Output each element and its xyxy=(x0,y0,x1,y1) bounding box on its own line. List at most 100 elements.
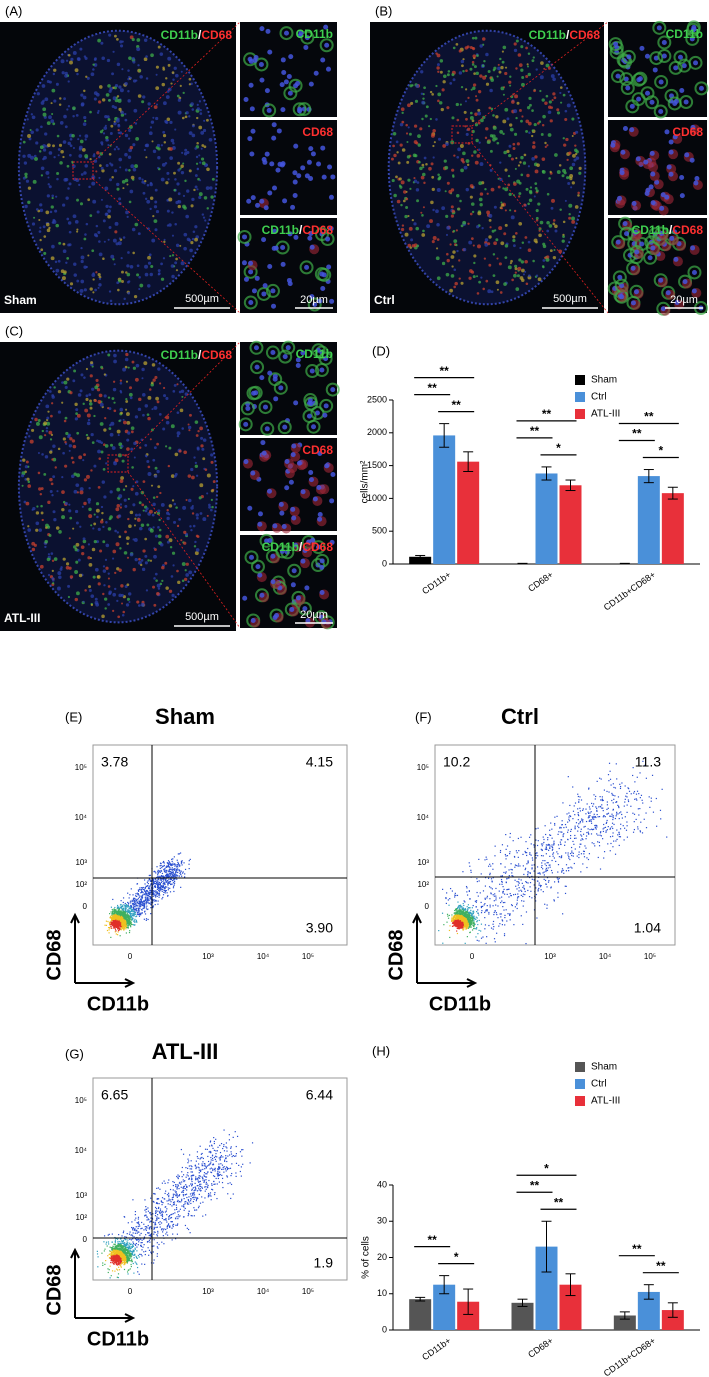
tissue-dot xyxy=(493,69,496,72)
tissue-dot xyxy=(495,115,498,118)
tissue-dot xyxy=(146,523,149,526)
tissue-dot xyxy=(509,193,512,196)
tissue-dot xyxy=(402,148,406,152)
tissue-dot xyxy=(524,260,528,264)
tissue-dot xyxy=(69,61,73,65)
tissue-dot xyxy=(199,483,203,487)
tissue-dot xyxy=(87,198,90,201)
tissue-dot xyxy=(418,143,421,146)
event-dot xyxy=(133,913,134,914)
tissue-dot xyxy=(127,557,129,559)
tissue-dot xyxy=(135,378,139,382)
tissue-dot xyxy=(144,39,147,42)
tissue-dot xyxy=(153,496,156,499)
tissue-dot xyxy=(170,82,172,84)
tissue-dot xyxy=(184,578,187,581)
tissue-dot xyxy=(86,394,89,397)
tissue-dot xyxy=(131,176,135,180)
tissue-dot xyxy=(65,178,69,182)
event-dot xyxy=(135,902,136,903)
nucleus xyxy=(658,109,663,114)
tissue-dot xyxy=(428,167,432,171)
tissue-dot xyxy=(122,187,124,189)
tissue-dot xyxy=(469,68,472,71)
nucleus xyxy=(242,260,247,265)
event-dot xyxy=(142,908,143,909)
tissue-dot xyxy=(138,276,141,279)
tissue-dot xyxy=(93,523,96,526)
tissue-dot xyxy=(105,462,107,464)
tissue-dot xyxy=(92,527,94,529)
tissue-dot xyxy=(91,388,94,391)
tissue-dot xyxy=(132,252,135,255)
nucleus xyxy=(679,88,684,93)
tissue-dot xyxy=(437,238,440,241)
tissue-dot xyxy=(154,475,157,478)
tissue-dot xyxy=(74,403,77,406)
tissue-dot xyxy=(168,465,170,467)
tissue-dot xyxy=(185,111,188,114)
tissue-dot xyxy=(125,271,128,274)
stain-label-part: CD68 xyxy=(302,223,333,237)
tissue-dot xyxy=(130,77,132,79)
tissue-dot xyxy=(72,106,76,110)
tissue-dot xyxy=(400,144,403,147)
nucleus xyxy=(638,76,643,81)
event-dot xyxy=(117,906,118,907)
tissue-dot xyxy=(191,198,194,201)
tissue-dot xyxy=(420,212,422,214)
tissue-dot xyxy=(165,121,168,124)
tissue-dot xyxy=(211,489,214,492)
tissue-dot xyxy=(420,70,423,73)
tissue-dot xyxy=(54,210,57,213)
group-label: ATL-III xyxy=(4,611,40,625)
tissue-dot xyxy=(141,603,145,607)
tissue-dot xyxy=(112,105,115,108)
tissue-dot xyxy=(446,106,449,109)
tissue-dot xyxy=(61,402,63,404)
tissue-dot xyxy=(83,537,86,540)
tissue-dot xyxy=(447,182,450,185)
tissue-dot xyxy=(99,278,101,280)
legend-label: Ctrl xyxy=(591,392,607,403)
tissue-dot xyxy=(503,232,506,235)
tissue-dot xyxy=(209,186,212,189)
tissue-dot xyxy=(39,230,42,233)
nucleus xyxy=(275,168,280,173)
tissue-dot xyxy=(112,397,115,400)
tissue-dot xyxy=(98,273,101,276)
tissue-dot xyxy=(146,589,148,591)
tissue-dot xyxy=(197,430,199,432)
tissue-dot xyxy=(96,93,100,97)
tissue-dot xyxy=(99,394,103,398)
tissue-dot xyxy=(108,591,111,594)
tissue-dot xyxy=(50,438,52,440)
event-dot xyxy=(135,914,136,915)
tissue-dot xyxy=(127,518,129,520)
tissue-dot xyxy=(166,421,170,425)
tissue-dot xyxy=(419,167,423,171)
tissue-dot xyxy=(35,529,38,532)
event-dot xyxy=(184,873,185,874)
event-dot xyxy=(146,920,147,921)
tissue-dot xyxy=(81,260,84,263)
tissue-dot xyxy=(90,557,92,559)
tissue-dot xyxy=(478,181,482,185)
tissue-dot xyxy=(130,265,134,269)
tissue-dot xyxy=(470,112,473,115)
nucleus xyxy=(293,400,298,405)
tissue-dot xyxy=(440,59,443,62)
x-tick-label: CD68+ xyxy=(526,1335,555,1359)
event-dot xyxy=(177,872,178,873)
tissue-dot xyxy=(111,176,114,179)
nucleus xyxy=(283,354,288,359)
tissue-dot xyxy=(49,478,53,482)
tissue-dot xyxy=(120,503,122,505)
nucleus xyxy=(265,88,270,93)
tissue-dot xyxy=(183,531,186,534)
tissue-dot xyxy=(105,205,108,208)
tissue-dot xyxy=(118,85,121,88)
tissue-dot xyxy=(442,80,445,83)
tissue-dot xyxy=(158,46,161,49)
stain-label-part: CD11b xyxy=(296,27,333,41)
